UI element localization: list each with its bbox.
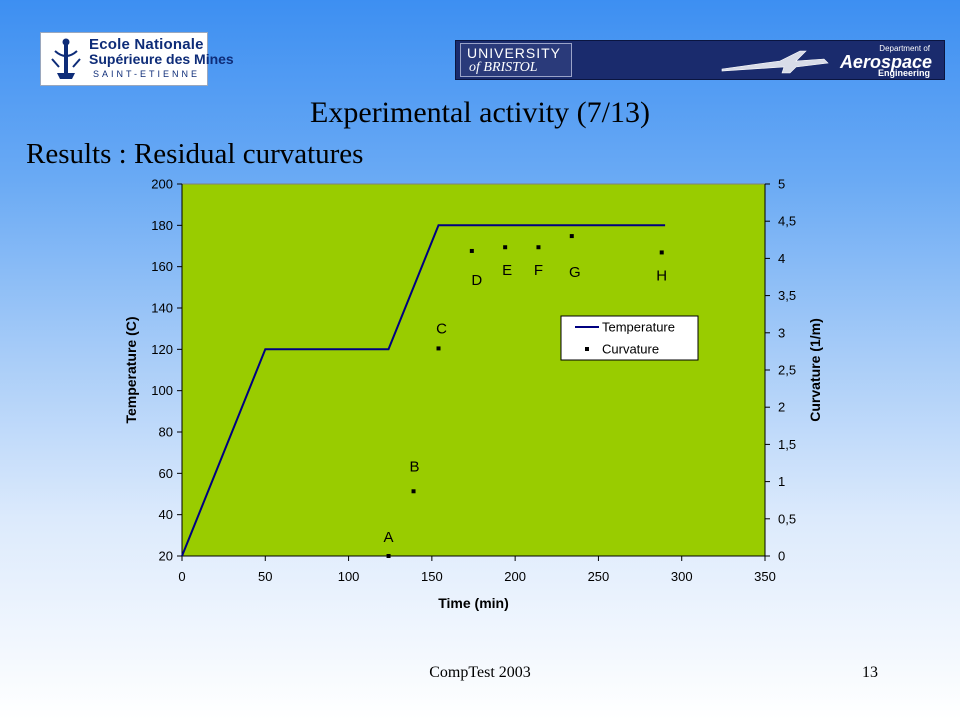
slide-subtitle: Results : Residual curvatures <box>26 138 364 170</box>
y2-tick-label: 2 <box>778 400 785 415</box>
y-tick-label: 160 <box>151 259 173 274</box>
x-tick-label: 0 <box>178 569 185 584</box>
curvature-point-label-d: D <box>471 272 482 289</box>
aerospace-logo: Department of Aerospace Engineering <box>720 43 940 78</box>
legend-temperature-label: Temperature <box>602 320 675 335</box>
y-tick-label: 180 <box>151 218 173 233</box>
y-tick-label: 40 <box>159 507 173 522</box>
curvature-point-c <box>436 346 441 351</box>
y-tick-label: 140 <box>151 301 173 316</box>
bristol-logo-line2: of BRISTOL <box>469 60 538 75</box>
aerospace-logo-word: Aerospace <box>839 52 932 72</box>
y-axis-title: Temperature (C) <box>123 316 139 423</box>
bristol-aerospace-banner: UNIVERSITY of BRISTOL Department of Aero… <box>455 40 945 80</box>
bristol-logo: UNIVERSITY of BRISTOL <box>460 43 572 77</box>
curvature-point-label-e: E <box>502 262 512 279</box>
curvature-point-h <box>659 250 664 255</box>
curvature-point-label-h: H <box>656 267 667 284</box>
y2-tick-label: 0,5 <box>778 511 796 526</box>
x-tick-label: 200 <box>504 569 526 584</box>
curvature-point-label-f: F <box>534 262 543 279</box>
slide-title: Experimental activity (7/13) <box>310 96 650 129</box>
curvature-point-label-g: G <box>569 264 581 281</box>
x-tick-label: 300 <box>671 569 693 584</box>
y2-tick-label: 3,5 <box>778 288 796 303</box>
emse-logo-line2: Supérieure des Mines <box>89 51 234 67</box>
y2-tick-label: 4,5 <box>778 214 796 229</box>
curvature-point-a <box>386 554 391 558</box>
curvature-point-label-b: B <box>410 458 420 475</box>
temperature-series-line <box>181 224 666 557</box>
y-tick-label: 80 <box>159 425 173 440</box>
legend-curvature-swatch <box>585 347 589 351</box>
aircraft-icon <box>721 50 829 74</box>
y2-tick-label: 0 <box>778 549 785 564</box>
y2-tick-label: 1,5 <box>778 437 796 452</box>
y2-tick-label: 5 <box>778 177 785 192</box>
curvature-point-f <box>536 245 541 250</box>
aerospace-logo-engineering: Engineering <box>877 68 930 78</box>
y2-tick-label: 1 <box>778 474 785 489</box>
curvature-point-b <box>411 489 416 494</box>
x-tick-label: 350 <box>754 569 776 584</box>
x-tick-label: 50 <box>258 569 272 584</box>
curvature-point-label-a: A <box>384 529 394 546</box>
curvature-point-d <box>469 248 474 253</box>
lamp-emblem-icon <box>51 38 81 79</box>
footer-page-number: 13 <box>862 664 878 681</box>
emse-logo-line1: Ecole Nationale <box>89 36 204 53</box>
y-tick-label: 200 <box>151 177 173 192</box>
y-tick-label: 100 <box>151 383 173 398</box>
y2-tick-label: 4 <box>778 251 785 266</box>
emse-logo-line3: SAINT-ETIENNE <box>93 69 201 79</box>
emse-logo: Ecole Nationale Supérieure des Mines SAI… <box>40 32 234 86</box>
footer-conference: CompTest 2003 <box>429 664 531 681</box>
aerospace-logo-dept: Department of <box>879 44 930 53</box>
x-tick-label: 250 <box>588 569 610 584</box>
y2-tick-label: 3 <box>778 325 785 340</box>
bristol-logo-line1: UNIVERSITY <box>467 45 562 61</box>
y-tick-label: 20 <box>159 549 173 564</box>
curvature-point-g <box>569 234 574 239</box>
y2-tick-label: 2,5 <box>778 363 796 378</box>
y-tick-label: 60 <box>159 466 173 481</box>
curvature-point-e <box>503 245 508 250</box>
curvature-point-label-c: C <box>436 320 447 337</box>
legend-box <box>560 315 699 361</box>
plot-area <box>181 183 766 557</box>
legend-curvature-label: Curvature <box>602 342 659 357</box>
x-tick-label: 150 <box>421 569 443 584</box>
y2-axis-title: Curvature (1/m) <box>807 318 823 421</box>
y-tick-label: 120 <box>151 342 173 357</box>
x-axis-title: Time (min) <box>438 595 509 611</box>
x-tick-label: 100 <box>338 569 360 584</box>
